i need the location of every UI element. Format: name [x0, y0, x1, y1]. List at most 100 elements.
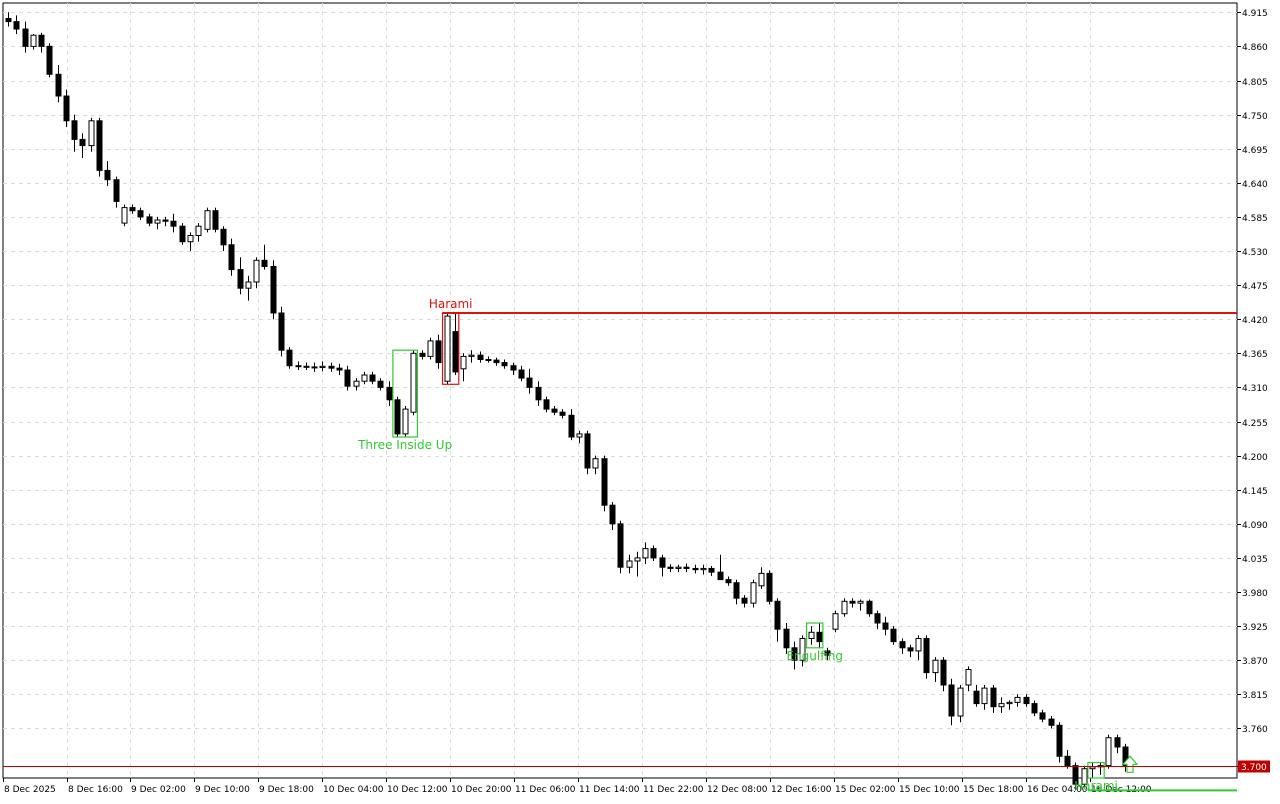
candle-body[interactable] — [998, 703, 1005, 708]
candle-body[interactable] — [1089, 766, 1096, 770]
candle-body[interactable] — [907, 647, 914, 652]
candle-body[interactable] — [890, 628, 897, 643]
candle-body[interactable] — [361, 374, 368, 382]
candle-body[interactable] — [435, 340, 442, 364]
candle-body[interactable] — [990, 687, 997, 708]
candle-body[interactable] — [766, 572, 773, 602]
candle-body[interactable] — [940, 659, 947, 686]
candle-body[interactable] — [981, 687, 988, 705]
candle-body[interactable] — [212, 210, 219, 230]
candle-body[interactable] — [551, 408, 558, 413]
candle-body[interactable] — [899, 641, 906, 649]
candle-body[interactable] — [584, 433, 591, 469]
candle-body[interactable] — [510, 365, 517, 371]
candle-body[interactable] — [286, 349, 293, 367]
candle-body[interactable] — [683, 566, 690, 569]
candle-body[interactable] — [419, 352, 426, 357]
candle-body[interactable] — [774, 600, 781, 630]
candle-body[interactable] — [187, 235, 194, 243]
candle-body[interactable] — [824, 650, 831, 656]
candle-body[interactable] — [849, 600, 856, 604]
candle-body[interactable] — [386, 386, 393, 401]
candle-body[interactable] — [394, 399, 401, 435]
candle-body[interactable] — [667, 566, 674, 569]
candle-body[interactable] — [866, 600, 873, 615]
candle-body[interactable] — [518, 369, 525, 379]
candle-body[interactable] — [278, 312, 285, 351]
candle-body[interactable] — [179, 225, 186, 243]
candle-body[interactable] — [791, 647, 798, 661]
candle-body[interactable] — [1048, 718, 1055, 726]
pattern-box[interactable] — [392, 349, 419, 438]
candle-body[interactable] — [303, 365, 310, 368]
candle-body[interactable] — [477, 354, 484, 361]
candle-body[interactable] — [170, 220, 177, 227]
candle-body[interactable] — [46, 45, 53, 75]
candle-body[interactable] — [96, 120, 103, 171]
candle-body[interactable] — [38, 34, 45, 47]
candle-body[interactable] — [121, 207, 128, 224]
candle-body[interactable] — [1031, 703, 1038, 714]
candle-body[interactable] — [336, 367, 343, 371]
candle-body[interactable] — [708, 567, 715, 573]
candle-body[interactable] — [609, 504, 616, 525]
candle-body[interactable] — [1081, 768, 1088, 785]
candle-body[interactable] — [1114, 737, 1121, 748]
pattern-box[interactable] — [805, 622, 824, 649]
pattern-box[interactable] — [1087, 761, 1105, 779]
candle-body[interactable] — [626, 560, 633, 568]
candle-body[interactable] — [1122, 746, 1129, 767]
candle-body[interactable] — [137, 210, 144, 218]
candle-body[interactable] — [5, 18, 12, 23]
candle-body[interactable] — [237, 269, 244, 289]
candle-body[interactable] — [113, 179, 120, 202]
candle-body[interactable] — [634, 557, 641, 562]
candle-body[interactable] — [319, 365, 326, 369]
candle-body[interactable] — [501, 362, 508, 367]
candle-body[interactable] — [617, 523, 624, 568]
candle-body[interactable] — [1056, 724, 1063, 757]
candle-body[interactable] — [162, 219, 169, 222]
candle-body[interactable] — [733, 582, 740, 599]
candle-body[interactable] — [650, 548, 657, 559]
candle-body[interactable] — [700, 567, 707, 571]
candle-body[interactable] — [1064, 755, 1071, 767]
candle-body[interactable] — [559, 411, 566, 416]
candle-body[interactable] — [576, 433, 583, 438]
candle-body[interactable] — [1072, 765, 1079, 785]
candle-body[interactable] — [882, 622, 889, 630]
candle-body[interactable] — [543, 399, 550, 410]
candle-body[interactable] — [410, 352, 417, 413]
buy-signal-arrow-icon[interactable] — [1121, 755, 1139, 773]
candle-body[interactable] — [253, 259, 260, 283]
candle-body[interactable] — [932, 659, 939, 674]
candle-body[interactable] — [452, 331, 459, 373]
candle-body[interactable] — [675, 566, 682, 569]
candle-body[interactable] — [353, 380, 360, 387]
candle-body[interactable] — [601, 458, 608, 506]
candle-body[interactable] — [750, 582, 757, 604]
candle-body[interactable] — [841, 600, 848, 615]
candle-body[interactable] — [659, 557, 666, 568]
candle-body[interactable] — [228, 244, 235, 271]
candle-body[interactable] — [783, 628, 790, 649]
candle-body[interactable] — [568, 414, 575, 438]
candle-body[interactable] — [261, 259, 268, 267]
candle-body[interactable] — [957, 687, 964, 717]
candle-body[interactable] — [808, 631, 815, 639]
candle-body[interactable] — [311, 366, 318, 369]
candle-body[interactable] — [857, 600, 864, 604]
candle-body[interactable] — [725, 579, 732, 584]
candle-body[interactable] — [923, 638, 930, 674]
candle-body[interactable] — [30, 34, 37, 47]
candle-body[interactable] — [88, 120, 95, 147]
candle-body[interactable] — [55, 73, 62, 97]
candle-body[interactable] — [344, 369, 351, 387]
candle-body[interactable] — [245, 281, 252, 289]
candle-body[interactable] — [460, 355, 467, 370]
candle-body[interactable] — [526, 377, 533, 388]
candle-body[interactable] — [832, 613, 839, 630]
candle-body[interactable] — [493, 359, 500, 364]
candle-body[interactable] — [535, 386, 542, 401]
